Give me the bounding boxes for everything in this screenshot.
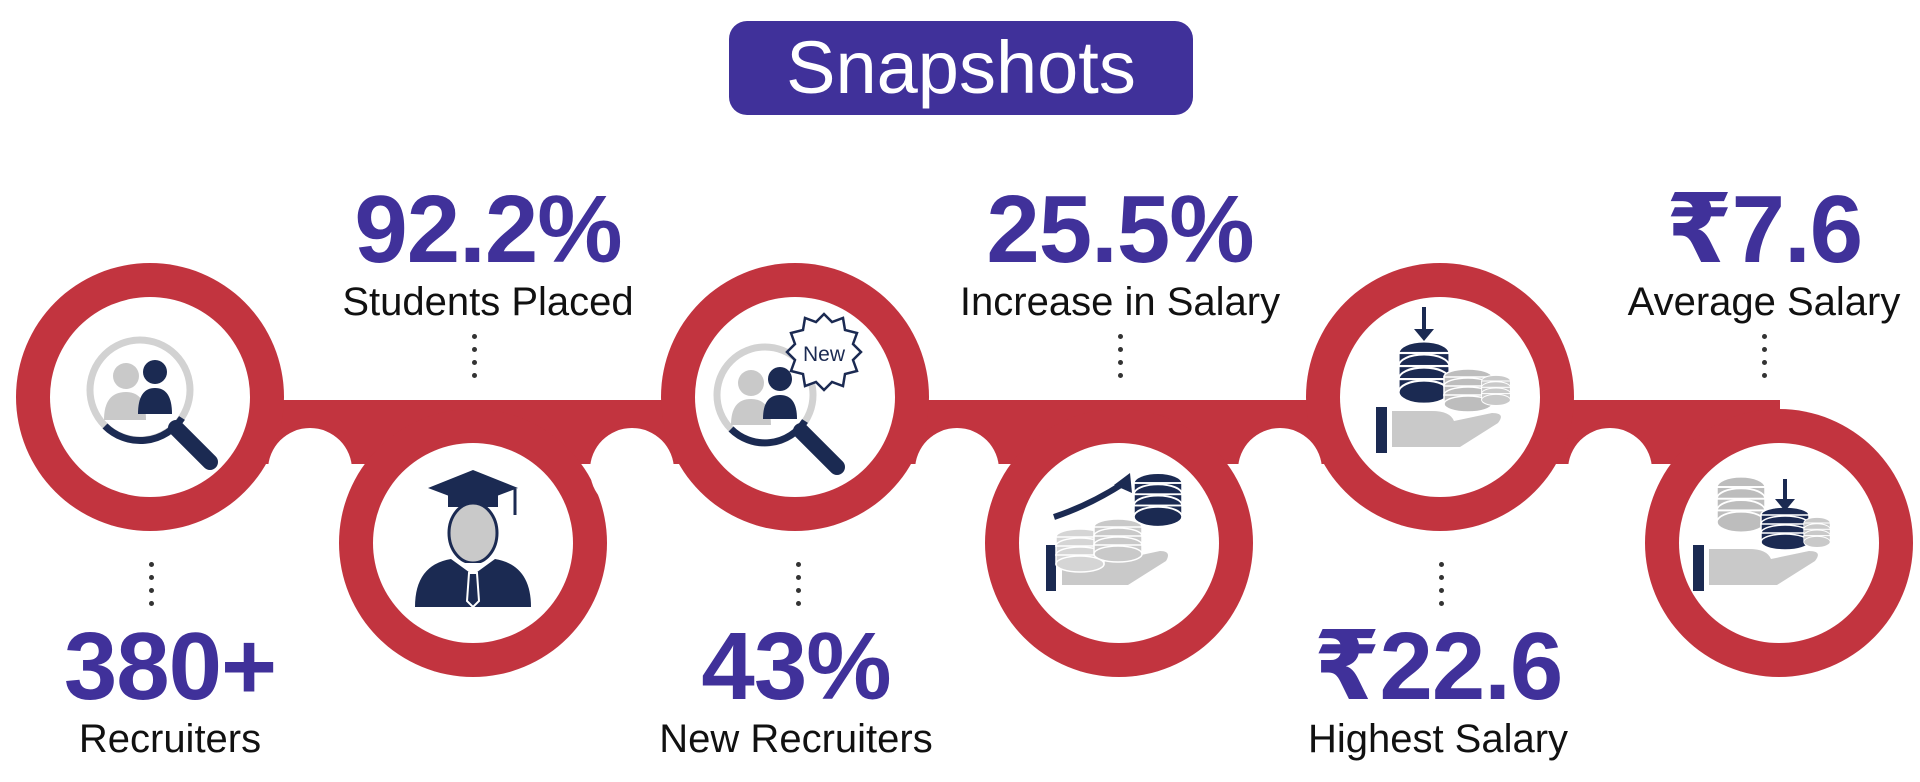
page-title: Snapshots [729, 21, 1193, 115]
connector-dots [796, 562, 802, 614]
new-recruiter-search-icon [713, 343, 845, 475]
stat-increase-in-salary: 25.5% Increase in Salary [920, 176, 1320, 325]
recruiter-search-icon [86, 336, 218, 470]
chain-band [16, 263, 1913, 677]
stat-average-salary: ₹7.6 Average Salary [1564, 176, 1920, 325]
stat-value: 43% [701, 613, 891, 720]
stat-value: 25.5% [986, 176, 1254, 283]
stat-value: 92.2% [354, 176, 622, 283]
stat-label: Increase in Salary [959, 280, 1281, 324]
stat-value: 380+ [63, 613, 277, 720]
stat-highest-salary: ₹22.6 Highest Salary [1238, 613, 1638, 762]
stat-value: ₹22.6 [1313, 613, 1564, 720]
connector-dots [1439, 562, 1445, 614]
salary-increase-icon [1046, 472, 1183, 591]
stat-label: Highest Salary [1307, 717, 1569, 761]
connector-dots [472, 334, 478, 386]
new-badge-label: New [803, 343, 846, 366]
connector-dots [149, 562, 155, 614]
stat-students-placed: 92.2% Students Placed [288, 176, 688, 325]
stat-new-recruiters: 43% New Recruiters [596, 613, 996, 762]
stat-label: New Recruiters [659, 717, 933, 761]
new-badge-icon [785, 312, 863, 392]
stat-label: Average Salary [1627, 280, 1901, 324]
connector-dots [1762, 334, 1768, 386]
highest-salary-icon [1376, 307, 1511, 453]
graduate-icon [415, 470, 531, 609]
stat-label: Recruiters [78, 717, 262, 761]
stat-value: ₹7.6 [1665, 176, 1863, 283]
connector-dots [1118, 334, 1124, 386]
stat-label: Students Placed [342, 280, 634, 324]
average-salary-icon [1693, 475, 1831, 591]
stat-recruiters: 380+ Recruiters [0, 613, 370, 762]
